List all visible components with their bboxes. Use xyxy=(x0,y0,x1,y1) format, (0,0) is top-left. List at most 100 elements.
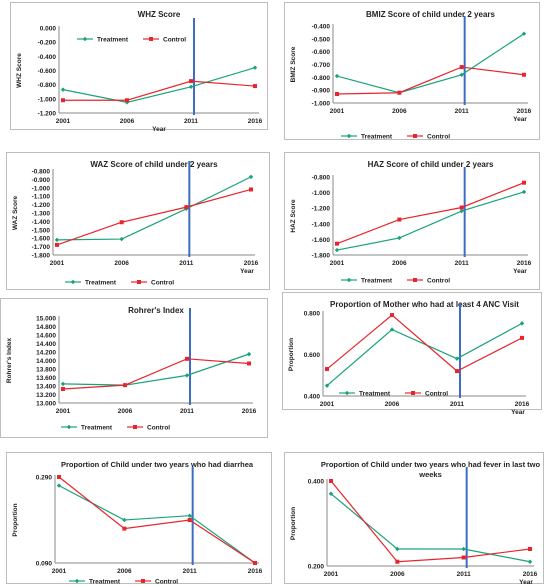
x-axis-label: Year xyxy=(240,268,254,275)
x-tick-label: 2006 xyxy=(118,408,133,415)
x-axis-label: Year xyxy=(513,116,527,123)
data-point-control xyxy=(522,180,526,185)
data-point-treatment xyxy=(527,559,533,564)
y-tick-label: 0.090 xyxy=(36,561,53,568)
chart-panel-haz: HAZ Score of child under 2 years -0.800 -1… xyxy=(284,152,540,290)
data-point-control xyxy=(459,65,464,70)
series-line-control xyxy=(336,66,525,95)
data-point-control xyxy=(397,90,402,95)
chart-panel-whz: WHZ Score 0.000 -0.200 -0.400 -0.600 -0.800 -1… xyxy=(10,2,268,133)
y-tick-label: 0.290 xyxy=(36,475,53,482)
data-point-control xyxy=(528,547,532,551)
y-tick-label: -1.800 xyxy=(32,253,51,260)
legend-marker-control xyxy=(411,391,415,395)
y-tick-label: -1.100 xyxy=(32,194,51,201)
chart-svg: HAZ Score of child under 2 years -0.800 -1… xyxy=(290,160,532,285)
data-point-treatment xyxy=(119,236,124,242)
series-line-control xyxy=(58,476,256,564)
y-axis-label: WHZ Score xyxy=(16,53,23,88)
data-point-control xyxy=(189,79,193,84)
chart-panel-diarrhea: Proportion of Child under two years who … xyxy=(6,452,272,586)
y-tick-label: -1.200 xyxy=(312,206,331,213)
data-point-treatment xyxy=(328,491,334,496)
y-tick-label: 14.200 xyxy=(36,350,56,357)
data-point-treatment xyxy=(334,73,340,79)
x-axis-label: Year xyxy=(513,268,527,275)
data-point-control xyxy=(325,367,329,372)
data-point-control xyxy=(397,217,402,222)
legend-label-control: Control xyxy=(425,391,448,398)
y-tick-label: -1.400 xyxy=(32,219,51,226)
y-axis-label: BMIZ Score xyxy=(290,46,297,82)
series-line-control xyxy=(336,182,525,245)
series-line-control xyxy=(63,80,256,101)
x-axis-label: Year xyxy=(152,126,166,133)
series-line-treatment xyxy=(56,176,252,241)
y-tick-label: 13.600 xyxy=(36,375,56,382)
y-tick-label: -1.000 xyxy=(312,101,331,108)
legend-marker-treatment xyxy=(70,279,76,285)
y-tick-label: 0.400 xyxy=(308,479,325,486)
x-tick-label: 2001 xyxy=(320,401,335,408)
y-axis-label: WAZ Score xyxy=(12,195,19,230)
legend-label-control: Control xyxy=(163,37,186,44)
y-axis-label: Proportion xyxy=(288,338,295,371)
data-point-control xyxy=(61,98,65,103)
chart-title: Proportion of Child under two years who … xyxy=(321,460,541,469)
x-tick-label: 2006 xyxy=(117,568,132,575)
data-point-control xyxy=(253,561,257,565)
legend-label-treatment: Treatment xyxy=(89,579,121,586)
x-tick-label: 2016 xyxy=(248,118,263,125)
chart-panel-rohrer: Rohrer's Index 15.000 14.800 14.600 14.400 14… xyxy=(0,298,268,438)
data-point-treatment xyxy=(56,483,62,488)
chart-title-line2: weeks xyxy=(418,470,442,479)
legend-label-treatment: Treatment xyxy=(97,37,129,44)
series-line-control xyxy=(330,480,531,563)
y-axis-label: Proportion xyxy=(12,503,19,536)
x-tick-label: 2006 xyxy=(392,260,407,267)
series-line-treatment xyxy=(330,493,531,563)
y-tick-label: 0.600 xyxy=(304,352,321,359)
series-line-treatment xyxy=(62,353,250,386)
series-line-control xyxy=(326,314,523,372)
y-tick-label: 0.000 xyxy=(40,26,57,33)
data-point-control xyxy=(61,386,65,391)
y-tick-label: -0.700 xyxy=(312,62,331,69)
data-point-control xyxy=(247,361,251,366)
data-point-treatment xyxy=(324,383,330,388)
x-tick-label: 2016 xyxy=(515,401,530,408)
series-line-treatment xyxy=(326,322,523,387)
y-tick-label: -0.900 xyxy=(32,177,51,184)
data-point-treatment xyxy=(519,321,525,326)
x-tick-label: 2001 xyxy=(50,260,65,267)
data-point-treatment xyxy=(521,189,527,195)
legend-label-treatment: Treatment xyxy=(85,280,117,287)
chart-title: BMIZ Score of child under 2 years xyxy=(366,10,495,19)
data-point-control xyxy=(184,205,189,210)
legend-marker-treatment xyxy=(82,36,88,42)
data-point-treatment xyxy=(454,356,460,361)
chart-title: Proportion of Mother who had at least 4 … xyxy=(330,300,519,309)
data-point-treatment xyxy=(395,546,400,552)
data-point-control xyxy=(187,518,192,522)
chart-svg: Proportion of Mother who had at least 4 … xyxy=(288,300,530,416)
x-axis-label: Year xyxy=(511,409,525,416)
legend-label-control: Control xyxy=(427,278,450,285)
y-tick-label: -1.200 xyxy=(38,111,57,118)
x-tick-label: 2001 xyxy=(56,408,71,415)
x-tick-label: 2006 xyxy=(120,118,135,125)
data-point-treatment xyxy=(122,517,127,523)
data-point-control xyxy=(122,526,127,531)
data-point-treatment xyxy=(334,247,340,253)
data-point-treatment xyxy=(60,87,66,92)
y-tick-label: -0.800 xyxy=(312,175,331,182)
y-tick-label: -1.600 xyxy=(32,236,51,243)
data-point-control xyxy=(123,383,127,388)
data-point-control xyxy=(455,369,459,374)
legend-label-treatment: Treatment xyxy=(361,134,393,141)
y-axis-label: Proportion xyxy=(290,507,297,540)
y-tick-label: 14.000 xyxy=(36,358,56,365)
legend-marker-treatment xyxy=(346,133,352,139)
x-tick-label: 2011 xyxy=(183,568,197,575)
legend-marker-treatment xyxy=(344,390,350,396)
